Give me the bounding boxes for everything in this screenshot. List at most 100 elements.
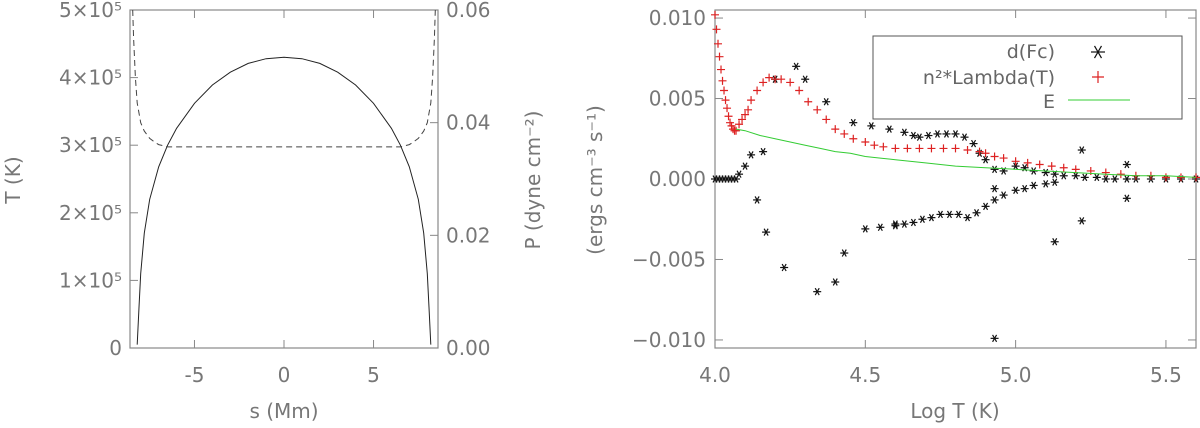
- dfc-point: [1077, 146, 1086, 154]
- right-x-axis-title: Log T (K): [910, 399, 999, 423]
- lambda-point: [891, 144, 900, 153]
- dfc-point: [1020, 184, 1029, 193]
- dfc-point: [963, 213, 972, 222]
- dfc-point: [1122, 175, 1131, 183]
- lambda-point: [1059, 163, 1068, 172]
- lambda-point: [1161, 173, 1170, 182]
- dfc-point: [969, 139, 978, 148]
- legend: d(Fc) n²*Lambda(T) E: [872, 35, 1183, 120]
- left-y-tick-label: 0: [109, 336, 122, 360]
- dfc-point: [900, 128, 909, 137]
- dfc-point: [1122, 194, 1131, 203]
- right-x-tick-label: 4.0: [699, 363, 731, 387]
- lambda-point: [999, 154, 1008, 163]
- energy-curve: [735, 128, 1197, 178]
- left-x-tick-label: 0: [278, 363, 291, 387]
- dfc-point: [1050, 178, 1059, 186]
- lambda-point: [724, 112, 733, 121]
- dfc-point: [849, 118, 858, 127]
- lambda-point: [715, 52, 724, 61]
- lambda-point: [786, 78, 795, 87]
- right-y-axis-title: (ergs cm⁻³ s⁻¹): [583, 105, 607, 255]
- lambda-point: [963, 146, 972, 155]
- dfc-point: [909, 218, 918, 227]
- temperature-curve: [136, 56, 432, 345]
- dfc-point: [762, 228, 771, 236]
- left-x-axis-title: s (Mm): [249, 399, 318, 423]
- lambda-point: [1023, 158, 1032, 167]
- lambda-point: [714, 39, 723, 48]
- left-y2-tick-label: 0.02: [446, 223, 491, 247]
- dfc-point: [981, 202, 990, 211]
- dfc-point: [753, 196, 762, 204]
- dfc-point: [780, 263, 789, 272]
- left-y-tick-label: 1×10⁵: [59, 268, 122, 292]
- lambda-point: [840, 129, 849, 138]
- dfc-point: [822, 97, 831, 106]
- dfc-point: [885, 125, 894, 133]
- dfc-point: [732, 175, 741, 183]
- right-panel: 4.0 4.5 5.0 5.5−0.010−0.0050.0000.0050.010 …: [583, 6, 1200, 423]
- lambda-point: [735, 120, 744, 129]
- dfc-point: [990, 196, 999, 204]
- left-y-tick-label: 4×10⁵: [59, 66, 122, 90]
- lambda-point: [1071, 165, 1080, 174]
- dfc-point: [954, 210, 963, 219]
- dfc-point: [1011, 186, 1020, 195]
- dfc-point: [990, 334, 999, 343]
- legend-box: [872, 35, 1183, 120]
- right-y-tick-label: 0.005: [649, 87, 706, 111]
- dfc-point: [840, 249, 849, 257]
- left-y2-tick-label: 0.04: [446, 111, 491, 135]
- dfc-point: [924, 131, 933, 140]
- dfc-point: [867, 122, 876, 130]
- dfc-point: [1041, 168, 1050, 177]
- left-y2-axis-title: P (dyne cm⁻²): [521, 111, 545, 250]
- lambda-point: [927, 144, 936, 153]
- left-y2-tick-label: 0.00: [446, 336, 491, 360]
- dfc-point: [933, 130, 942, 138]
- dfc-point: [1029, 181, 1038, 190]
- right-y-tick-label: 0.010: [649, 6, 706, 30]
- dfc-point: [942, 130, 951, 138]
- legend-label-dfc: d(Fc): [1007, 41, 1055, 63]
- dfc-point: [990, 165, 999, 174]
- lambda-point: [990, 152, 999, 161]
- lambda-point: [1035, 160, 1044, 169]
- lambda-point: [849, 134, 858, 143]
- right-axis-ticks: 4.0 4.5 5.0 5.5 −0.010 −0.005 0.000 0.005 0.010: [632, 6, 1196, 387]
- dfc-point: [1050, 238, 1059, 246]
- dfc-point: [1059, 172, 1068, 180]
- dfc-point: [1092, 173, 1101, 182]
- lambda-point: [1047, 162, 1056, 171]
- left-axis-ticks: -5 0 5 0 1×10⁵ 2×10⁵ 3×10⁵ 4×10⁵ 5×10⁵ 0.00 0.02 0.…: [59, 0, 490, 387]
- legend-plus-marker: [1092, 71, 1104, 83]
- dfc-point: [960, 133, 969, 141]
- dfc-point: [861, 225, 870, 233]
- lambda-point: [717, 65, 726, 74]
- lambda-point: [981, 149, 990, 158]
- dfc-point: [909, 131, 918, 140]
- dfc-point: [747, 151, 756, 159]
- right-x-tick-label: 5.5: [1150, 363, 1182, 387]
- right-x-tick-label: 4.5: [849, 363, 881, 387]
- lambda-point: [759, 78, 768, 87]
- dfc-point: [876, 223, 885, 232]
- right-y-tick-label: 0.000: [649, 167, 706, 191]
- dfc-point: [801, 75, 810, 83]
- lambda-point: [747, 96, 756, 105]
- dfc-point: [936, 210, 945, 219]
- right-series-group: [711, 10, 1200, 343]
- lambda-point: [939, 144, 948, 153]
- lambda-point: [831, 125, 840, 134]
- lambda-point: [822, 115, 831, 124]
- lambda-point: [1176, 173, 1185, 182]
- dfc-point: [741, 162, 750, 170]
- lambda-point: [723, 104, 732, 113]
- lambda-point: [903, 144, 912, 153]
- lambda-point: [712, 25, 721, 34]
- dfc-point: [915, 133, 924, 141]
- lambda-point: [879, 142, 888, 151]
- left-series-group: [132, 9, 436, 345]
